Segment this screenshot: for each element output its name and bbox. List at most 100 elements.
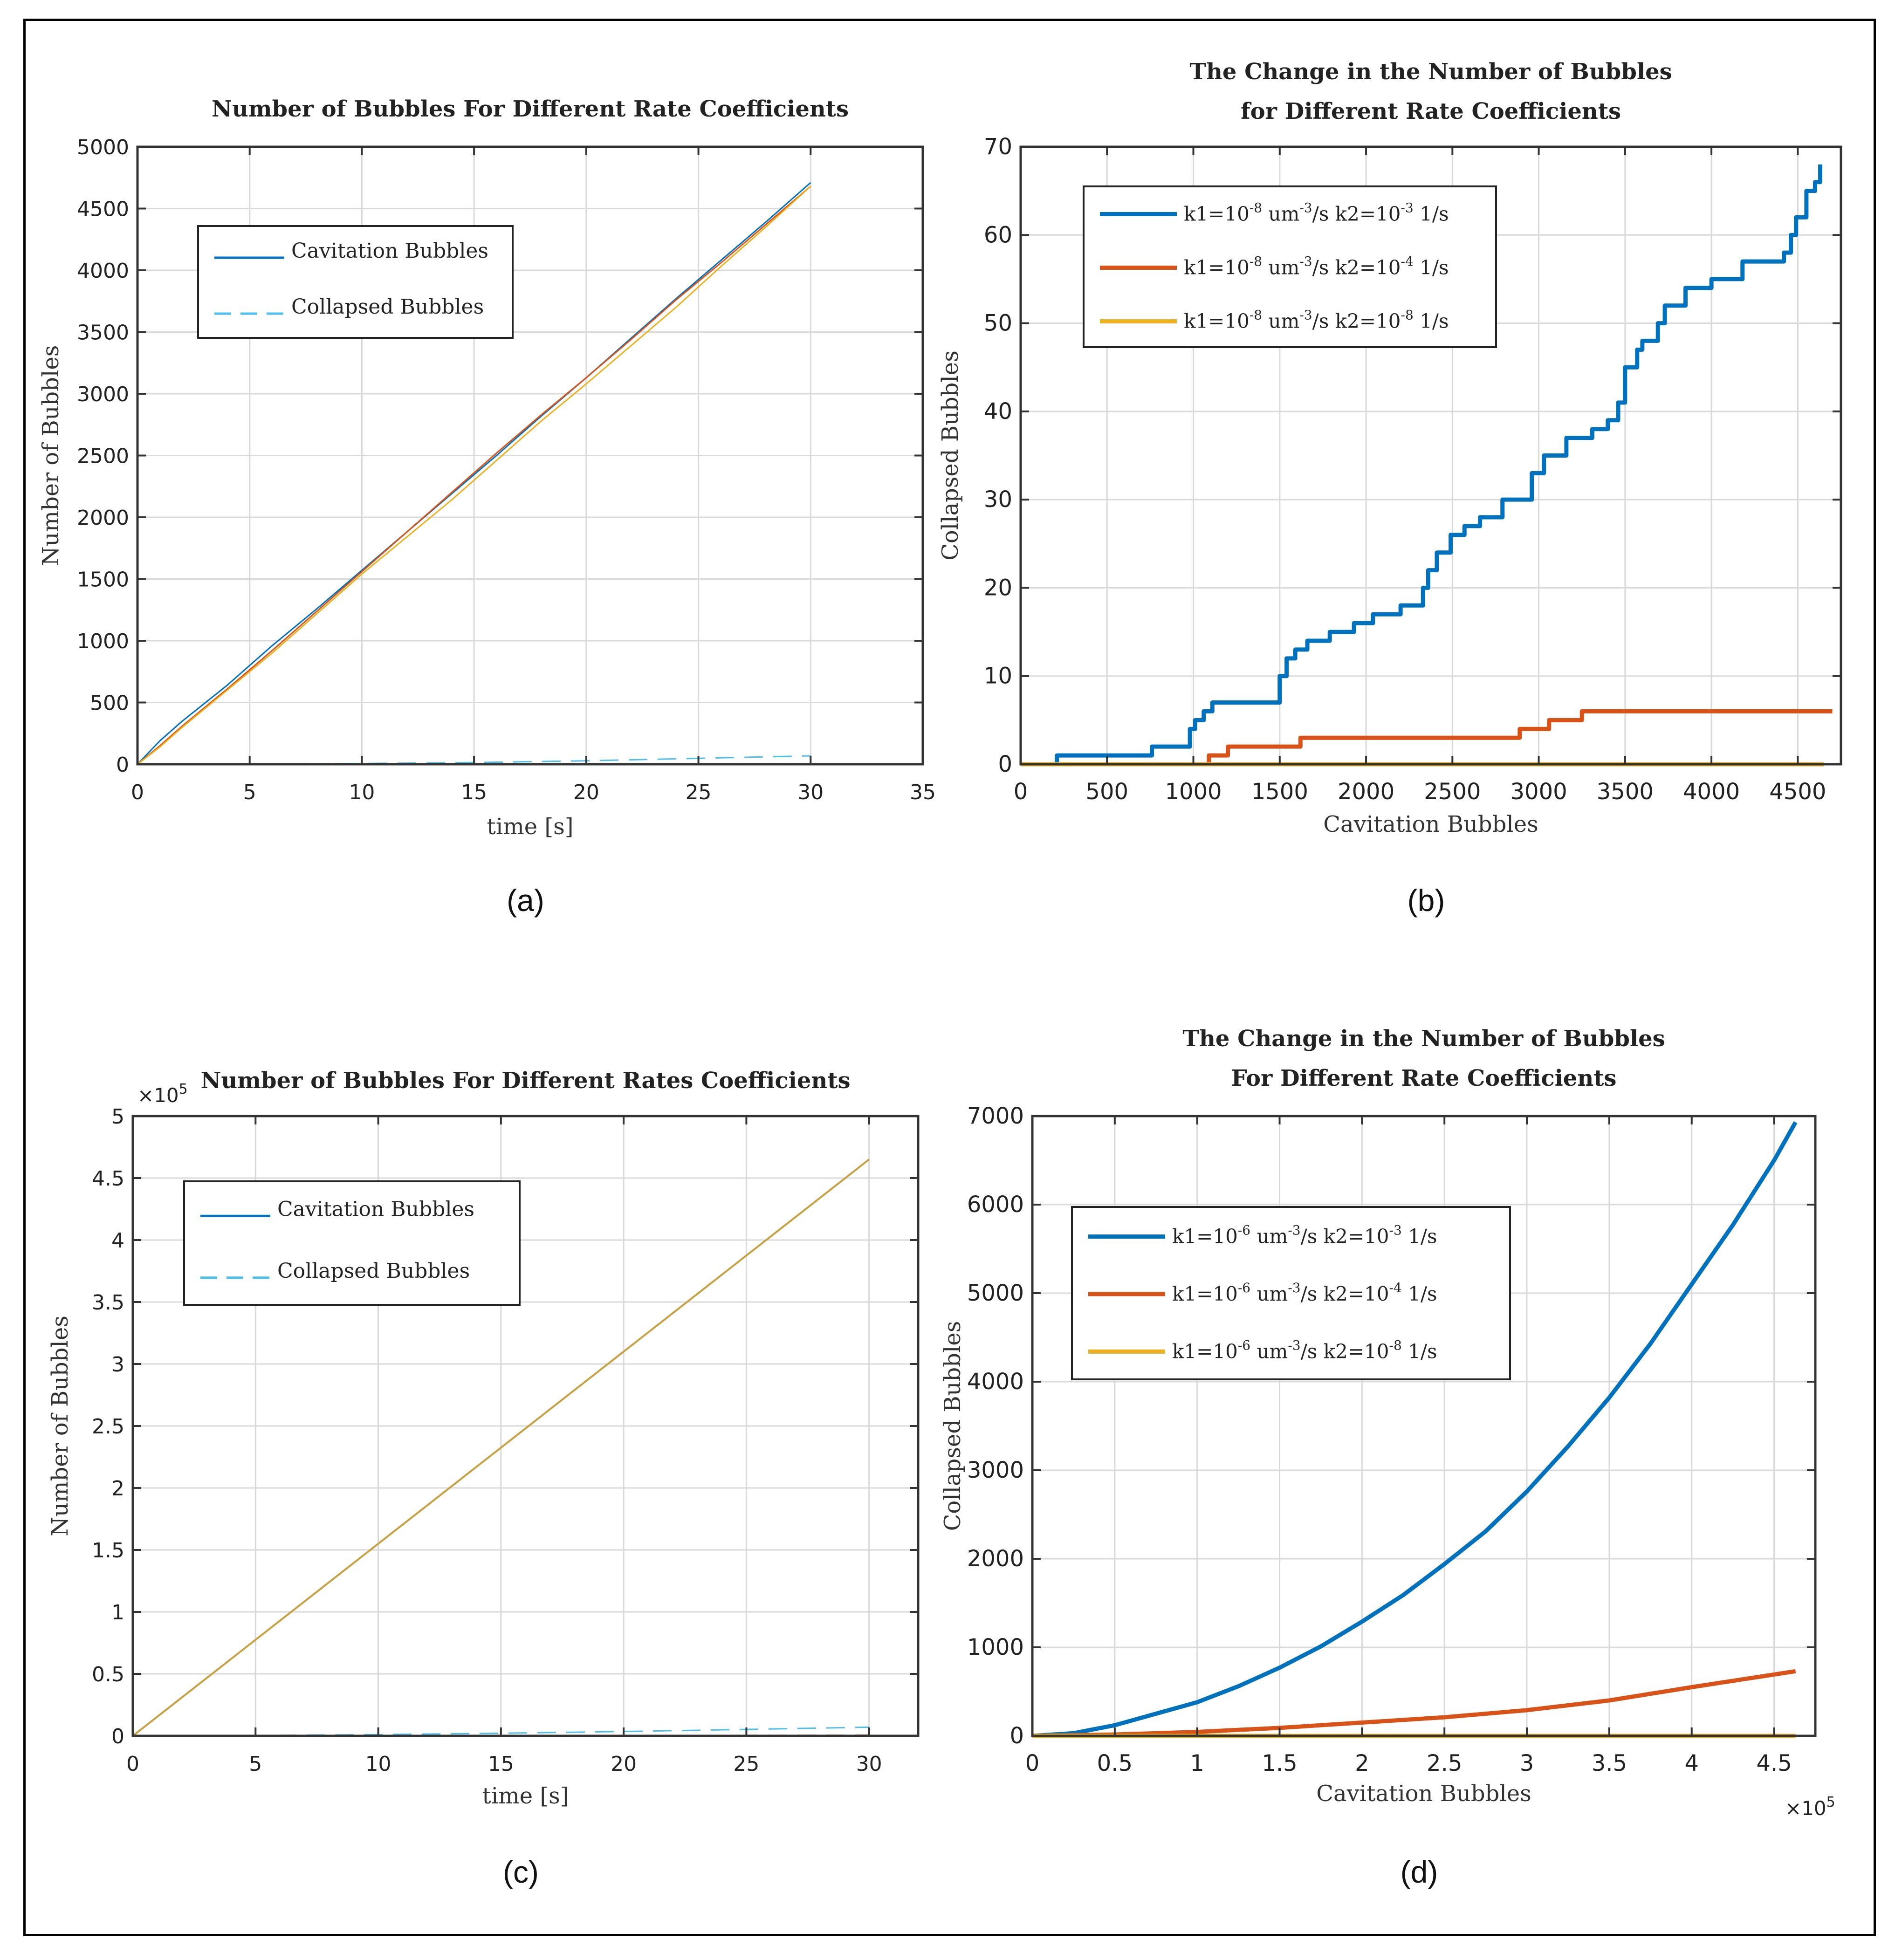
legend-label: Cavitation Bubbles — [277, 1197, 474, 1221]
x-tick-label: 0 — [131, 781, 144, 804]
y-axis-label: Number of Bubbles — [47, 1316, 73, 1536]
x-tick-label: 5 — [249, 1752, 262, 1776]
y-tick-label: 2.5 — [92, 1415, 124, 1439]
x-tick-label: 4 — [1684, 1750, 1699, 1776]
legend: k1=10-8 um-3/s k2=10-3 1/s k1=10-8 um-3/s… — [1083, 185, 1497, 348]
chart-panel-d: 0 0.5 1 1.5 2 2.5 3 3.5 4 4.5 0 1000 2000 3000 4000 500… — [940, 1026, 1835, 1889]
chart-title: Number of Bubbles For Different Rates Co… — [200, 1068, 850, 1094]
y-axis-label: Collapsed Bubbles — [940, 1321, 966, 1531]
y-axis-label: Collapsed Bubbles — [937, 350, 963, 561]
y-tick-label: 5000 — [967, 1280, 1024, 1306]
legend: Cavitation Bubbles Collapsed Bubbles — [183, 1180, 521, 1306]
x-tick-label: 30 — [797, 781, 824, 804]
x-tick-label: 0.5 — [1097, 1750, 1133, 1776]
x-tick-label: 35 — [910, 781, 936, 804]
x-tick-label: 500 — [1085, 779, 1128, 805]
x-tick-label: 20 — [573, 781, 599, 804]
y-tick-label: 2000 — [967, 1546, 1024, 1572]
y-tick-label: 0 — [1009, 1723, 1024, 1749]
x-tick-label: 2000 — [1338, 779, 1394, 805]
series-line-3 — [137, 185, 811, 765]
x-tick-label: 1500 — [1251, 779, 1308, 805]
x-tick-label: 4.5 — [1756, 1750, 1792, 1776]
x-tick-label: 2500 — [1424, 779, 1481, 805]
x-tick-label: 15 — [488, 1752, 514, 1776]
series-line-3 — [132, 1158, 870, 1737]
x-tick-label: 0 — [1014, 779, 1028, 805]
x-tick-label: 3.5 — [1592, 1750, 1627, 1776]
y-tick-label: 20 — [984, 575, 1012, 601]
legend-label: k1=10-6 um-3/s k2=10-8 1/s — [1172, 1337, 1437, 1363]
y-tick-label: 3000 — [77, 383, 129, 406]
y-tick-label: 2500 — [77, 445, 129, 468]
axes-box — [1031, 1115, 1817, 1737]
y-tick-label: 1000 — [967, 1634, 1024, 1660]
y-tick-label: 2 — [111, 1477, 124, 1501]
y-tick-label: 1.5 — [92, 1539, 124, 1563]
legend-label: Collapsed Bubbles — [277, 1259, 470, 1283]
chart-panel-c: 0 5 10 15 20 25 30 0 0.5 1 1.5 2 2.5 3 3.5 4 4.5 5 Number … — [47, 1068, 920, 1889]
chart-panel-b: 0 500 1000 1500 2000 2500 3000 3500 4000 4500 0 10 2… — [937, 59, 1842, 918]
series-line-2 — [1032, 1669, 1796, 1738]
x-tick-label: 20 — [611, 1752, 637, 1776]
x-tick-label: 3500 — [1597, 779, 1654, 805]
y-tick-label: 70 — [984, 134, 1012, 160]
x-tick-label: 0 — [126, 1752, 139, 1776]
y-tick-label: 1500 — [77, 568, 129, 592]
x-tick-label: 0 — [1025, 1750, 1040, 1776]
legend-box — [197, 225, 514, 339]
y-tick-label: 2000 — [77, 506, 129, 530]
x-tick-label: 1000 — [1165, 779, 1222, 805]
x-tick-label: 2 — [1355, 1750, 1369, 1776]
panel-caption: (a) — [507, 883, 544, 918]
legend-box — [183, 1180, 521, 1306]
y-tick-label: 0 — [998, 751, 1012, 777]
y-tick-label: 3 — [111, 1353, 124, 1377]
series-line-1 — [1021, 164, 1823, 767]
chart-title: The Change in the Number of Bubbles — [1189, 59, 1672, 85]
legend-label: k1=10-8 um-3/s k2=10-3 1/s — [1184, 200, 1449, 226]
y-tick-label: 3.5 — [92, 1291, 124, 1315]
chart-title: For Different Rate Coefficients — [1231, 1065, 1617, 1091]
chart-title: The Change in the Number of Bubbles — [1182, 1026, 1665, 1052]
y-tick-label: 5000 — [77, 136, 129, 159]
panel-caption: (b) — [1408, 883, 1445, 918]
legend-label: k1=10-6 um-3/s k2=10-3 1/s — [1172, 1223, 1437, 1248]
y-tick-label: 10 — [984, 663, 1012, 689]
x-tick-label: 4500 — [1769, 779, 1826, 805]
legend: k1=10-6 um-3/s k2=10-3 1/s k1=10-6 um-3/s… — [1071, 1206, 1511, 1380]
x-tick-label: 1 — [1190, 1750, 1204, 1776]
panel-caption: (c) — [503, 1855, 539, 1889]
y-tick-label: 1 — [111, 1601, 124, 1624]
x-tick-label: 2.5 — [1427, 1750, 1462, 1776]
chart-title: for Different Rate Coefficients — [1241, 98, 1621, 124]
x-axis-label: time [s] — [482, 1783, 569, 1809]
y-tick-label: 6000 — [967, 1192, 1024, 1218]
x-tick-label: 5 — [243, 781, 256, 804]
x-axis-label: time [s] — [487, 814, 574, 840]
y-tick-label: 50 — [984, 310, 1012, 336]
x-tick-label: 25 — [686, 781, 712, 804]
axis-exponent: ×105 — [1785, 1794, 1835, 1820]
x-tick-label: 3000 — [1511, 779, 1567, 805]
series-line-2 — [137, 185, 811, 765]
y-tick-label: 7000 — [967, 1103, 1024, 1129]
y-tick-label: 30 — [984, 487, 1012, 513]
legend-label: k1=10-6 um-3/s k2=10-4 1/s — [1172, 1280, 1437, 1305]
series-line-2 — [1021, 709, 1833, 767]
y-tick-label: 4000 — [967, 1369, 1024, 1395]
x-tick-label: 15 — [461, 781, 487, 804]
y-tick-label: 4500 — [77, 198, 129, 221]
legend-label: Collapsed Bubbles — [291, 295, 484, 319]
series-line-1 — [137, 182, 811, 765]
y-tick-label: 1000 — [77, 630, 129, 653]
chart-panel-a: 0 5 10 15 20 25 30 35 0 500 1000 1500 2000 2500 3000 35… — [38, 96, 936, 918]
y-tick-label: 40 — [984, 398, 1012, 425]
axes-box — [1019, 145, 1842, 766]
y-tick-label: 0 — [111, 1725, 124, 1748]
y-tick-label: 0.5 — [92, 1663, 124, 1686]
legend-label: k1=10-8 um-3/s k2=10-8 1/s — [1184, 308, 1449, 333]
y-tick-label: 4000 — [77, 259, 129, 283]
x-tick-label: 10 — [349, 781, 375, 804]
